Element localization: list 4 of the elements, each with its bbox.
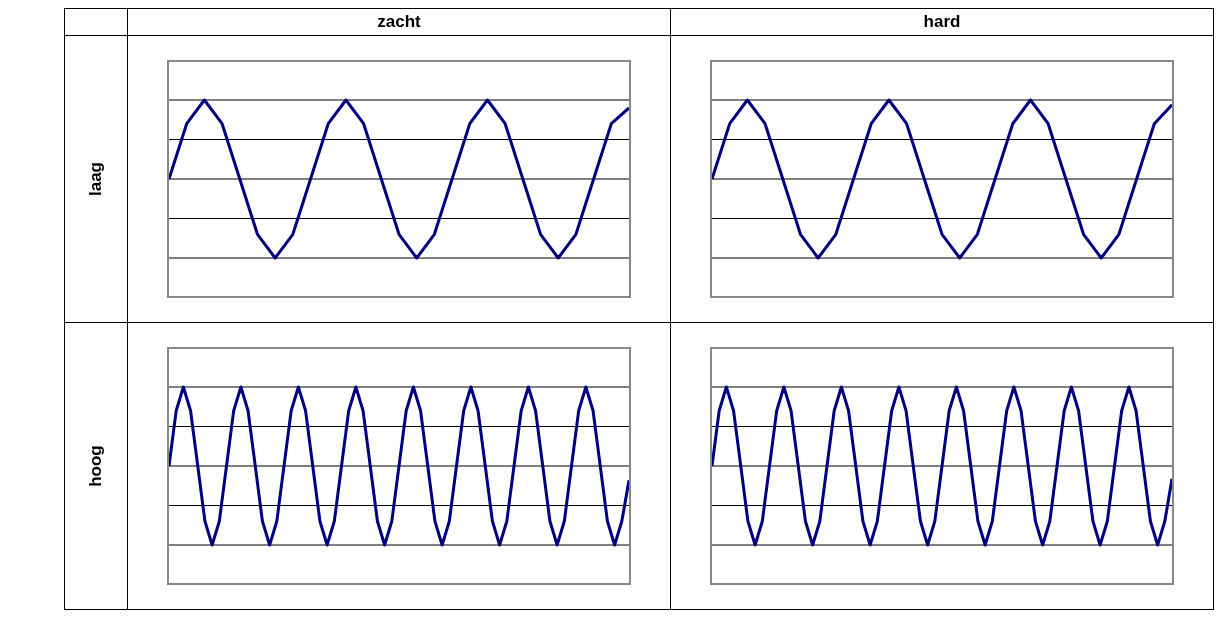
y-axis-title: hoog [86,444,106,489]
chart-title: hard [670,8,1214,36]
y-axis-title: laag [86,161,106,198]
chart-title: zacht [127,8,671,36]
